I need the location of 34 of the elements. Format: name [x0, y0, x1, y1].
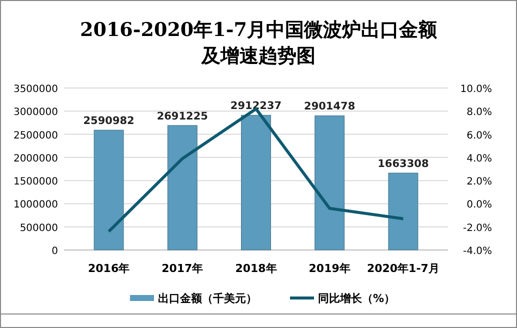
- legend-label: 同比增长（%）: [318, 292, 396, 305]
- data-label: 2912237: [230, 100, 282, 112]
- chart-title: 2016-2020年1-7月中国微波炉出口金额及增速趋势图: [80, 19, 438, 67]
- data-label: 1663308: [378, 158, 429, 170]
- y2-tick-label: 0.0%: [466, 200, 492, 211]
- y-tick-label: 0: [52, 246, 58, 257]
- bar: [167, 125, 198, 250]
- y-tick-label: 500000: [20, 222, 58, 234]
- bar: [388, 172, 418, 250]
- y2-tick-label: -2.0%: [462, 222, 492, 234]
- data-label: 2901478: [304, 100, 356, 113]
- bar: [241, 114, 271, 250]
- y2-tick-label: 10.0%: [460, 84, 492, 95]
- y2-tick-label: 6.0%: [466, 130, 492, 142]
- x-tick-label: 2017年: [162, 262, 204, 275]
- y-tick-label: 1000000: [13, 200, 58, 211]
- legend-label: 出口金额（千美元）: [158, 292, 257, 305]
- y-tick-label: 3500000: [13, 84, 58, 95]
- y-tick-label: 2500000: [13, 130, 58, 142]
- bar: [314, 115, 345, 250]
- x-tick-label: 2019年: [308, 262, 350, 275]
- y-tick-label: 3000000: [13, 107, 58, 118]
- y-tick-label: 2000000: [13, 153, 58, 164]
- data-label: 2590982: [83, 115, 134, 128]
- x-tick-label: 2016年: [88, 262, 130, 275]
- x-tick-label: 2018年: [235, 262, 277, 275]
- y2-tick-label: 8.0%: [466, 107, 492, 118]
- data-label: 2691225: [156, 110, 208, 122]
- y2-tick-label: 4.0%: [466, 153, 492, 164]
- x-tick-label: 2020年1-7月: [366, 262, 440, 275]
- y-tick-label: 1500000: [13, 176, 58, 188]
- bar: [94, 130, 124, 250]
- y2-tick-label: -4.0%: [462, 246, 492, 257]
- y2-tick-label: 2.0%: [466, 176, 492, 188]
